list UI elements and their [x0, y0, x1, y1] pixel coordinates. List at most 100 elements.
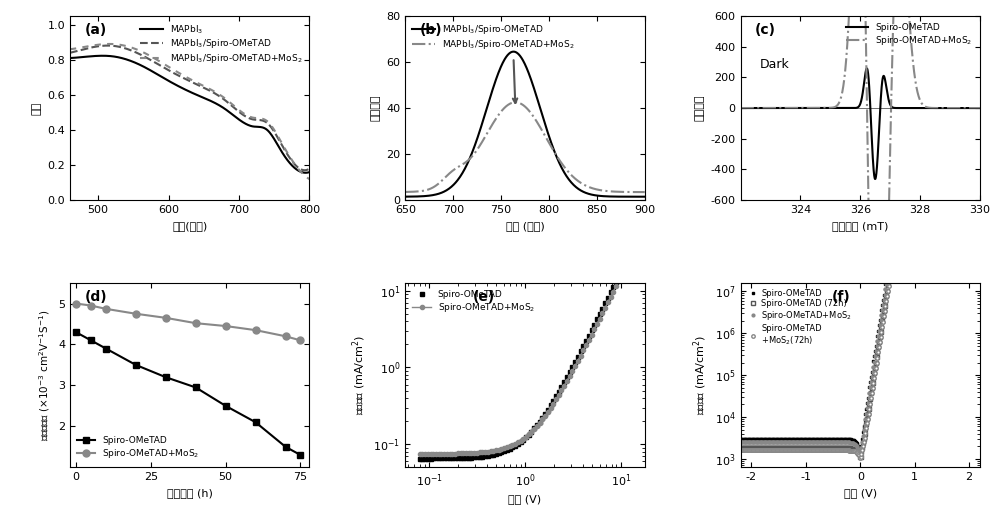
- Spiro-OMeTAD
+MoS$_2$(72h): [735, 447, 747, 453]
- X-axis label: 磁场强度 (mT): 磁场强度 (mT): [832, 220, 888, 230]
- Spiro-OMeTAD+MoS$_2$: [878, 296, 890, 303]
- Spiro-OMeTAD: [851, 105, 863, 111]
- Spiro-OMeTAD+MoS$_2$: [100, 306, 112, 312]
- Spiro-OMeTAD+MoS$_2$: [747, 105, 759, 111]
- Line: Spiro-OMeTAD+MoS$_2$: Spiro-OMeTAD+MoS$_2$: [741, 0, 980, 531]
- Spiro-OMeTAD: [160, 374, 172, 380]
- Spiro-OMeTAD+MoS$_2$: [130, 311, 142, 317]
- Spiro-OMeTAD (72h): [878, 308, 890, 314]
- Spiro-OMeTAD: [735, 436, 747, 442]
- Spiro-OMeTAD
+MoS$_2$(72h): [882, 287, 894, 294]
- Spiro-OMeTAD
+MoS$_2$(72h): [877, 319, 889, 325]
- MAPbI$_3$: [194, 93, 206, 99]
- MAPbI$_3$: [180, 87, 192, 93]
- MAPbI$_3$/Spiro-OMeTAD+MoS$_2$: [639, 189, 651, 195]
- MAPbI$_3$/Spiro-OMeTAD: [299, 167, 311, 174]
- Line: MAPbI$_3$/Spiro-OMeTAD: MAPbI$_3$/Spiro-OMeTAD: [405, 52, 645, 196]
- Text: (e): (e): [472, 290, 495, 304]
- MAPbI$_3$/Spiro-OMeTAD+MoS$_2$: [399, 189, 411, 195]
- Line: Spiro-OMeTAD: Spiro-OMeTAD: [739, 0, 981, 456]
- MAPbI$_3$/Spiro-OMeTAD: [261, 119, 273, 126]
- Spiro-OMeTAD (72h): [735, 445, 747, 451]
- Spiro-OMeTAD+MoS$_2$: [85, 302, 97, 309]
- Spiro-OMeTAD: [747, 105, 759, 111]
- Spiro-OMeTAD: [250, 419, 262, 425]
- MAPbI$_3$/Spiro-OMeTAD+MoS$_2$: [298, 172, 310, 178]
- Line: MAPbI$_3$: MAPbI$_3$: [70, 56, 309, 173]
- Spiro-OMeTAD: [85, 337, 97, 344]
- Text: (c): (c): [755, 23, 776, 37]
- MAPbI$_3$/Spiro-OMeTAD+MoS$_2$: [103, 41, 115, 47]
- MAPbI$_3$: [303, 169, 315, 175]
- Spiro-OMeTAD: [861, 65, 873, 72]
- Line: Spiro-OMeTAD
+MoS$_2$(72h): Spiro-OMeTAD +MoS$_2$(72h): [739, 0, 982, 459]
- MAPbI$_3$/Spiro-OMeTAD: [508, 48, 520, 55]
- Spiro-OMeTAD+MoS$_2$: [605, 294, 617, 300]
- Spiro-OMeTAD+MoS$_2$: [629, 274, 641, 280]
- Spiro-OMeTAD+MoS$_2$: [923, 105, 935, 111]
- Y-axis label: 霍尔正移率 (×10$^{-3}$ cm$^2$V$^{-1}$S$^{-1}$): 霍尔正移率 (×10$^{-3}$ cm$^2$V$^{-1}$S$^{-1}$…: [38, 310, 52, 441]
- Spiro-OMeTAD (72h): [735, 445, 747, 451]
- MAPbI$_3$/Spiro-OMeTAD+MoS$_2$: [515, 100, 527, 107]
- Line: Spiro-OMeTAD: Spiro-OMeTAD: [73, 329, 304, 458]
- MAPbI$_3$/Spiro-OMeTAD+MoS$_2$: [194, 81, 206, 88]
- MAPbI$_3$/Spiro-OMeTAD: [513, 52, 525, 58]
- Line: Spiro-OMeTAD: Spiro-OMeTAD: [741, 68, 980, 179]
- Line: Spiro-OMeTAD+MoS$_2$: Spiro-OMeTAD+MoS$_2$: [418, 275, 637, 456]
- MAPbI$_3$/Spiro-OMeTAD: [542, 131, 554, 138]
- Spiro-OMeTAD: [882, 266, 894, 272]
- X-axis label: 存放时间 (h): 存放时间 (h): [167, 487, 213, 498]
- Spiro-OMeTAD: [974, 105, 986, 111]
- MAPbI$_3$/Spiro-OMeTAD+MoS$_2$: [596, 187, 608, 194]
- MAPbI$_3$/Spiro-OMeTAD: [639, 193, 651, 200]
- Spiro-OMeTAD+MoS$_2$: [967, 105, 979, 111]
- Text: (d): (d): [84, 290, 107, 304]
- MAPbI$_3$/Spiro-OMeTAD+MoS$_2$: [178, 73, 190, 79]
- MAPbI$_3$: [298, 169, 310, 176]
- MAPbI$_3$/Spiro-OMeTAD+MoS$_2$: [542, 139, 554, 145]
- Text: (b): (b): [420, 23, 442, 37]
- Spiro-OMeTAD+MoS$_2$: [561, 378, 573, 384]
- MAPbI$_3$/Spiro-OMeTAD+MoS$_2$: [180, 74, 192, 80]
- Spiro-OMeTAD: [629, 274, 641, 280]
- MAPbI$_3$/Spiro-OMeTAD+MoS$_2$: [261, 118, 273, 124]
- Spiro-OMeTAD: [294, 452, 306, 458]
- Spiro-OMeTAD: [735, 105, 747, 111]
- Y-axis label: 发光强度: 发光强度: [371, 95, 381, 121]
- Line: Spiro-OMeTAD (72h): Spiro-OMeTAD (72h): [739, 0, 982, 459]
- Legend: Spiro-OMeTAD, Spiro-OMeTAD+MoS$_2$: Spiro-OMeTAD, Spiro-OMeTAD+MoS$_2$: [843, 21, 975, 50]
- Spiro-OMeTAD+MoS$_2$: [882, 271, 894, 277]
- Spiro-OMeTAD: [190, 384, 202, 391]
- MAPbI$_3$: [261, 126, 273, 133]
- X-axis label: 电压 (V): 电压 (V): [508, 494, 542, 504]
- MAPbI$_3$: [64, 55, 76, 61]
- MAPbI$_3$/Spiro-OMeTAD: [596, 193, 608, 199]
- Spiro-OMeTAD: [923, 105, 935, 111]
- Spiro-OMeTAD (72h): [877, 313, 889, 320]
- X-axis label: 波长(纳米): 波长(纳米): [172, 220, 207, 230]
- Spiro-OMeTAD+MoS$_2$: [854, 452, 866, 459]
- MAPbI$_3$/Spiro-OMeTAD: [529, 89, 541, 96]
- Spiro-OMeTAD: [613, 274, 625, 280]
- Line: Spiro-OMeTAD: Spiro-OMeTAD: [418, 275, 637, 461]
- Spiro-OMeTAD+MoS$_2$: [967, 105, 979, 111]
- MAPbI$_3$: [97, 53, 109, 59]
- Spiro-OMeTAD: [553, 389, 565, 395]
- Y-axis label: 电子信号: 电子信号: [695, 95, 705, 121]
- Line: Spiro-OMeTAD+MoS$_2$: Spiro-OMeTAD+MoS$_2$: [739, 0, 981, 457]
- MAPbI$_3$/Spiro-OMeTAD+MoS$_2$: [207, 88, 219, 94]
- MAPbI$_3$/Spiro-OMeTAD+MoS$_2$: [64, 46, 76, 53]
- MAPbI$_3$: [207, 99, 219, 105]
- Spiro-OMeTAD: [561, 374, 573, 380]
- Spiro-OMeTAD: [280, 443, 292, 450]
- Spiro-OMeTAD: [877, 296, 889, 303]
- MAPbI$_3$/Spiro-OMeTAD: [303, 165, 315, 172]
- Spiro-OMeTAD+MoS$_2$: [509, 441, 521, 447]
- MAPbI$_3$/Spiro-OMeTAD+MoS$_2$: [633, 189, 645, 195]
- Spiro-OMeTAD: [967, 105, 979, 111]
- MAPbI$_3$/Spiro-OMeTAD+MoS$_2$: [303, 176, 315, 182]
- Spiro-OMeTAD+MoS$_2$: [974, 105, 986, 111]
- Text: Dark: Dark: [760, 57, 789, 71]
- Spiro-OMeTAD: [854, 451, 866, 458]
- MAPbI$_3$/Spiro-OMeTAD+MoS$_2$: [513, 100, 525, 106]
